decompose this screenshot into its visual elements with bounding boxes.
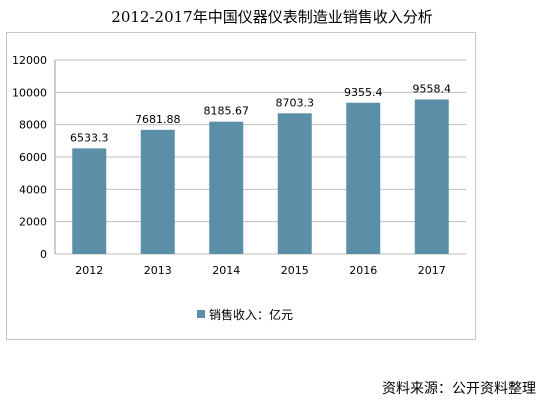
y-tick-label: 2000 xyxy=(19,216,47,229)
x-tick-label-2014: 2014 xyxy=(212,264,240,277)
x-tick-label-2017: 2017 xyxy=(418,264,446,277)
x-tick-label-2012: 2012 xyxy=(75,264,103,277)
data-label-2013: 7681.88 xyxy=(135,113,181,126)
y-tick-label: 10000 xyxy=(12,86,47,99)
legend-label: 销售收入：亿元 xyxy=(209,307,293,322)
y-tick-label: 12000 xyxy=(12,54,47,67)
bar-2013 xyxy=(140,129,175,254)
chart-title: 2012-2017年中国仪器仪表制造业销售收入分析 xyxy=(111,8,433,26)
x-tick-label-2013: 2013 xyxy=(144,264,172,277)
x-tick-label-2015: 2015 xyxy=(281,264,309,277)
bar-2015 xyxy=(277,113,312,254)
bar-2016 xyxy=(346,102,381,254)
data-label-2017: 9558.4 xyxy=(413,82,452,95)
legend-swatch xyxy=(197,310,205,318)
data-label-2015: 8703.3 xyxy=(276,96,315,109)
y-tick-label: 4000 xyxy=(19,183,47,196)
chart-frame: 0 2000 4000 6000 8000 10000 12000 6533.3 2012 768… xyxy=(6,32,476,340)
bar-2014 xyxy=(209,121,244,254)
bar-2017 xyxy=(414,99,449,254)
source-note: 资料来源：公开资料整理 xyxy=(382,381,536,397)
bar-2012 xyxy=(72,148,107,254)
x-tick-label-2016: 2016 xyxy=(349,264,377,277)
y-tick-label: 6000 xyxy=(19,151,47,164)
data-label-2016: 9355.4 xyxy=(344,86,383,99)
data-label-2012: 6533.3 xyxy=(70,131,109,144)
bar-chart: 0 2000 4000 6000 8000 10000 12000 6533.3 2012 768… xyxy=(12,54,466,322)
y-tick-label: 0 xyxy=(40,248,47,261)
y-tick-label: 8000 xyxy=(19,119,47,132)
data-label-2014: 8185.67 xyxy=(204,105,250,118)
